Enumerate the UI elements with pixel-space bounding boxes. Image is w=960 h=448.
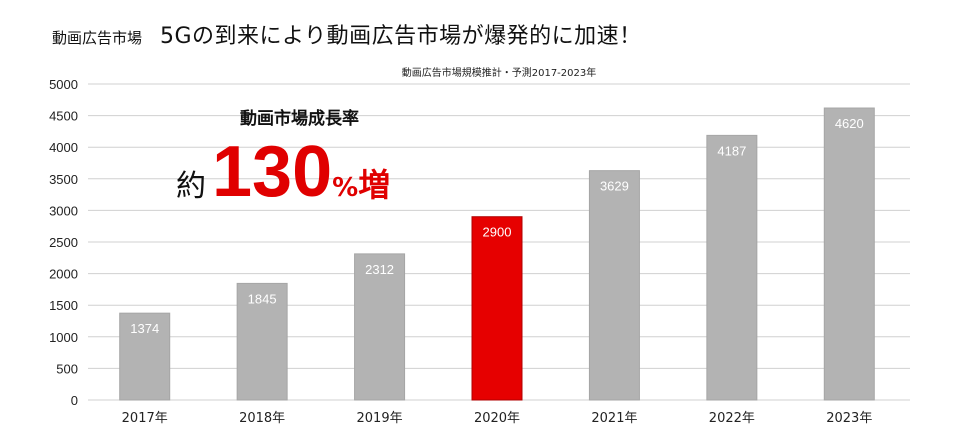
growth-rate-value: 約 130 % 増 (176, 136, 390, 208)
x-tick-label: 2020年 (474, 411, 520, 426)
y-tick-label: 4500 (49, 109, 78, 124)
y-tick-label: 3000 (49, 203, 78, 218)
data-label: 2312 (365, 262, 394, 277)
x-tick-label: 2017年 (122, 411, 168, 426)
bar (706, 134, 758, 401)
x-tick-label: 2023年 (826, 411, 872, 426)
y-tick-label: 500 (56, 361, 78, 376)
data-label: 1374 (130, 321, 159, 336)
chart-title: 動画広告市場規模推計・予測2017-2023年 (402, 66, 597, 79)
bar (119, 312, 171, 401)
data-label: 4620 (835, 116, 864, 131)
y-tick-label: 4000 (49, 140, 78, 155)
bar (823, 107, 875, 401)
growth-prefix: 約 (176, 169, 206, 204)
growth-number: 130 (212, 132, 333, 212)
x-tick-label: 2019年 (357, 411, 403, 426)
bar (236, 282, 288, 401)
bar (588, 170, 640, 401)
growth-suffix: 増 (358, 166, 391, 204)
data-label: 1845 (248, 291, 277, 306)
section-label: 動画広告市場 (52, 29, 143, 47)
data-label: 4187 (717, 143, 746, 158)
y-tick-label: 2500 (49, 235, 78, 250)
x-tick-label: 2018年 (239, 411, 285, 426)
x-tick-label: 2021年 (591, 411, 637, 426)
header: 動画広告市場 5Gの到来により動画広告市場が爆発的に加速！ (52, 18, 642, 50)
page-title: 5Gの到来により動画広告市場が爆発的に加速！ (160, 24, 642, 49)
y-tick-label: 5000 (49, 77, 78, 92)
y-tick-label: 2000 (49, 267, 78, 282)
bar (354, 253, 406, 401)
y-tick-label: 3500 (49, 172, 78, 187)
data-label: 2900 (483, 225, 512, 240)
bar (471, 216, 523, 401)
data-label: 3629 (600, 179, 629, 194)
y-tick-label: 1000 (49, 330, 78, 345)
y-tick-label: 0 (71, 393, 78, 408)
growth-unit: % (332, 173, 359, 203)
y-tick-label: 1500 (49, 298, 78, 313)
x-tick-label: 2022年 (709, 411, 755, 426)
growth-rate-label: 動画市場成長率 (240, 109, 359, 129)
